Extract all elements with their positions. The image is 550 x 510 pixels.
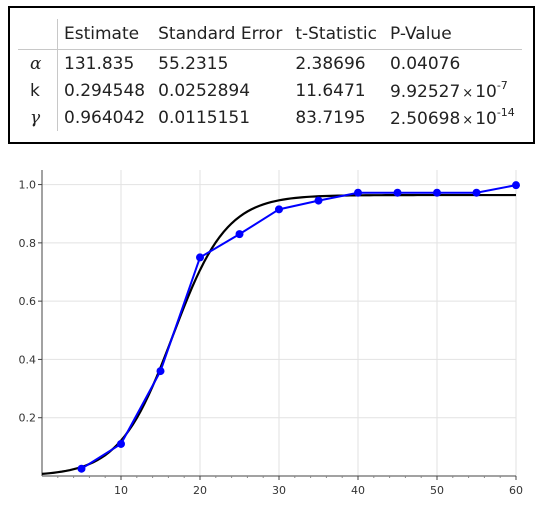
data-point-6 <box>314 196 323 205</box>
data-point-4 <box>235 230 244 239</box>
data-line <box>80 184 517 470</box>
x-tick-label-3: 40 <box>351 484 365 497</box>
gamma-t-stat: 83.7195 <box>295 107 366 128</box>
gamma-estimate: 0.964042 <box>64 107 146 128</box>
k-t-stat: 11.6471 <box>295 80 366 101</box>
parameter-table-panel: Estimate Standard Error t-Statistic P-Va… <box>8 6 535 144</box>
x-tick-label-4: 50 <box>430 484 444 497</box>
data-point-1 <box>117 439 125 448</box>
data-point-8 <box>393 188 402 197</box>
table-header-row: Estimate Standard Error t-Statistic P-Va… <box>18 19 522 50</box>
header-standard-error: Standard Error <box>152 19 290 50</box>
y-tick-label-0: 0.2 <box>19 412 37 425</box>
y-tick-label-4: 1.0 <box>19 179 37 192</box>
x-tick-label-0: 10 <box>114 484 128 497</box>
x-tick-label-5: 60 <box>509 484 523 497</box>
alpha-p-value: 0.04076 <box>389 53 461 74</box>
data-point-0 <box>77 464 86 473</box>
fit-chart: 10 20 30 40 50 60 0.2 0.4 0.6 0.8 1.0 <box>0 165 550 510</box>
table-row-gamma: γ 0.964042 0.0115151 83.7195 2.50698 × 10-… <box>18 104 522 131</box>
y-tick-label-2: 0.6 <box>19 295 37 308</box>
param-k: k <box>18 77 58 104</box>
gamma-p-value: 2.50698 × 10-14 <box>389 106 515 129</box>
data-point-3 <box>196 253 204 262</box>
header-t-statistic: t-Statistic <box>289 19 384 50</box>
table-corner-cell <box>18 19 58 50</box>
k-p-value: 9.92527 × 10-7 <box>389 79 508 102</box>
table-row-alpha: α 131.835 55.2315 2.38696 0.04076 <box>18 49 522 77</box>
param-gamma: γ <box>18 104 58 131</box>
y-tick-label-1: 0.4 <box>19 353 37 366</box>
alpha-std-error: 55.2315 <box>158 53 229 74</box>
alpha-estimate: 131.835 <box>64 53 135 74</box>
header-estimate: Estimate <box>57 19 153 50</box>
gamma-std-error: 0.0115151 <box>158 107 251 128</box>
chart-svg: 10 20 30 40 50 60 0.2 0.4 0.6 0.8 1.0 <box>19 170 523 497</box>
x-tick-label-2: 30 <box>272 484 286 497</box>
data-point-11 <box>512 181 520 190</box>
parameter-table: Estimate Standard Error t-Statistic P-Va… <box>18 19 522 131</box>
x-tick-label-1: 20 <box>193 484 207 497</box>
y-tick-label-3: 0.8 <box>19 237 37 250</box>
alpha-t-stat: 2.38696 <box>295 53 366 74</box>
data-point-7 <box>354 188 362 197</box>
data-point-10 <box>472 188 481 197</box>
param-alpha: α <box>18 49 58 77</box>
table-row-k: k 0.294548 0.0252894 11.6471 9.92527 × 10-… <box>18 77 522 104</box>
header-p-value: P-Value <box>383 19 522 50</box>
data-point-9 <box>433 188 441 197</box>
data-point-5 <box>275 205 283 214</box>
k-estimate: 0.294548 <box>64 80 146 101</box>
k-std-error: 0.0252894 <box>158 80 251 101</box>
data-point-2 <box>156 367 165 376</box>
